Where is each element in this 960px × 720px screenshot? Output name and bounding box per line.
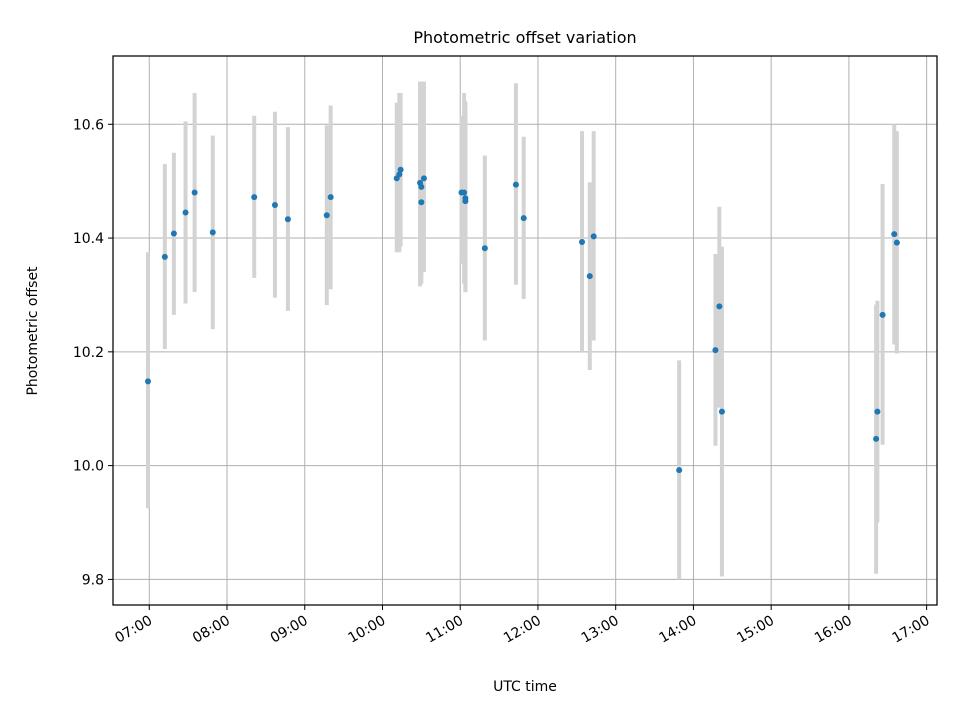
x-tick-label: 08:00 <box>190 613 233 647</box>
y-tick-label: 10.0 <box>73 459 104 475</box>
y-tick-label: 10.4 <box>73 231 104 247</box>
data-point <box>879 311 886 318</box>
data-point <box>209 229 216 236</box>
data-point <box>712 347 719 354</box>
data-point <box>170 230 177 237</box>
x-axis-ticks: 07:00 08:00 09:00 10:00 11:00 12:00 13:00 14:00… <box>112 605 933 647</box>
data-point <box>590 233 597 240</box>
data-point <box>481 245 488 252</box>
x-tick-label: 17:00 <box>890 613 933 647</box>
data-point <box>396 171 403 178</box>
data-point <box>418 199 425 206</box>
data-point <box>397 166 404 173</box>
x-tick-label: 14:00 <box>656 613 699 647</box>
data-point <box>462 198 469 205</box>
data-point <box>327 194 334 201</box>
data-point <box>182 209 189 216</box>
y-tick-label: 10.6 <box>73 117 104 133</box>
data-point <box>579 239 586 246</box>
data-points <box>144 166 900 474</box>
x-tick-label: 12:00 <box>501 613 544 647</box>
x-tick-label: 09:00 <box>268 613 311 647</box>
data-point <box>716 303 723 310</box>
x-tick-label: 13:00 <box>579 613 622 647</box>
data-point <box>191 189 198 196</box>
data-point <box>461 189 468 196</box>
y-axis-ticks: 9.8 10.0 10.2 10.4 10.6 <box>73 117 113 588</box>
data-point <box>323 212 330 219</box>
data-point <box>418 183 425 190</box>
x-tick-label: 07:00 <box>112 613 155 647</box>
data-point <box>161 253 168 260</box>
data-point <box>586 273 593 280</box>
data-point <box>718 408 725 415</box>
data-point <box>676 467 683 474</box>
data-point <box>520 215 527 222</box>
data-point <box>251 194 258 201</box>
x-axis-label: UTC time <box>493 679 557 695</box>
x-tick-label: 15:00 <box>734 613 777 647</box>
data-point <box>144 378 151 385</box>
data-point <box>271 202 278 209</box>
chart-title: Photometric offset variation <box>413 28 636 47</box>
data-point <box>891 231 898 238</box>
grid <box>113 56 937 605</box>
y-tick-label: 9.8 <box>82 572 104 588</box>
data-point <box>874 408 881 415</box>
x-tick-label: 11:00 <box>423 613 466 647</box>
data-point <box>873 435 880 442</box>
data-point <box>893 239 900 246</box>
y-axis-label: Photometric offset <box>25 266 41 396</box>
x-tick-label: 16:00 <box>812 613 855 647</box>
error-bars <box>145 81 899 580</box>
data-point <box>512 181 519 188</box>
y-tick-label: 10.2 <box>73 345 104 361</box>
plot-frame <box>112 55 938 606</box>
x-tick-label: 10:00 <box>346 613 389 647</box>
data-point <box>284 216 291 223</box>
data-point <box>420 175 427 182</box>
